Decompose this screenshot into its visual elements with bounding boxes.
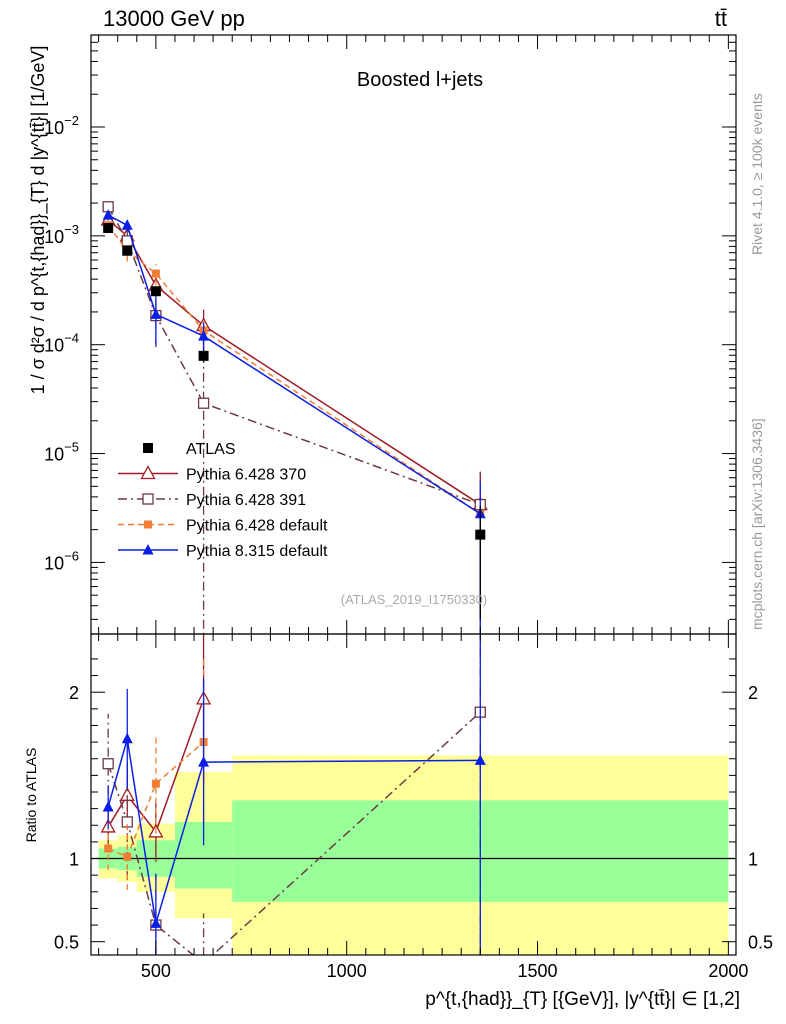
legend-label: Pythia 6.428 default — [186, 518, 328, 535]
main-data-point — [121, 219, 133, 230]
legend-item: Pythia 8.315 default — [118, 543, 328, 560]
main-data-point — [103, 223, 114, 234]
ratio-data-point — [150, 917, 162, 928]
main-data-point — [150, 308, 162, 319]
y-axis-label: 1 / σ d²σ / d p^{t,{had}}_{T} d |y^{tt̄}… — [28, 46, 49, 395]
x-tick-label: 1000 — [327, 961, 367, 981]
ratio-data-point — [199, 958, 209, 968]
ratio-series-line — [107, 741, 205, 858]
legend-marker — [140, 465, 156, 480]
legend: ATLAS Pythia 6.428 370 Pythia 6.428 391 Pyt… — [118, 441, 328, 560]
ratio-series-3 — [102, 634, 486, 955]
ratio-data-point — [198, 756, 210, 767]
legend-item: Pythia 6.428 391 — [118, 492, 306, 509]
y-tick-label: 10−3 — [44, 222, 79, 247]
ratio-y-tick-label: 0.5 — [54, 933, 79, 953]
watermark: (ATLAS_2019_I1750330) — [341, 592, 487, 607]
ratio-y-tick-label: 1 — [69, 850, 79, 870]
ratio-y-tick-label-right: 0.5 — [748, 933, 773, 953]
header-right: tt̄ — [715, 6, 727, 31]
ratio-y-tick-label-right: 2 — [748, 683, 758, 703]
x-axis-label: p^{t,{had}}_{T} [{GeV}], |y^{tt̄}| ∈ [1,… — [425, 989, 740, 1010]
main-series-line — [107, 206, 481, 506]
legend-marker — [142, 493, 154, 505]
ratio-data-point — [104, 844, 113, 853]
chart-title: Boosted l+jets — [357, 69, 483, 91]
legend-item: Pythia 6.428 default — [118, 518, 328, 535]
main-data-point — [198, 350, 209, 361]
y-tick-label: 10−6 — [44, 548, 79, 573]
ratio-y-tick-label: 2 — [69, 683, 79, 703]
mcplots-label: mcplots.cern.ch [arXiv:1306.3436] — [749, 418, 765, 630]
main-data-point — [151, 269, 160, 278]
ratio-panel — [91, 634, 736, 968]
legend-item: ATLAS — [143, 441, 236, 458]
main-data-point — [198, 330, 210, 341]
ratio-series-line — [107, 711, 481, 955]
header-left: 13000 GeV pp — [103, 6, 245, 31]
y-tick-label: 10−5 — [44, 440, 79, 465]
x-tick-label: 2000 — [708, 961, 748, 981]
ratio-data-point — [121, 732, 133, 744]
ratio-data-point — [151, 779, 160, 788]
main-series-line — [107, 224, 481, 515]
ratio-data-point — [102, 758, 114, 770]
main-data-point — [150, 286, 161, 297]
legend-label: Pythia 8.315 default — [186, 543, 328, 560]
legend-marker — [143, 443, 153, 453]
y-tick-label: 10−2 — [44, 113, 79, 138]
main-data-point — [122, 245, 133, 256]
legend-marker — [144, 520, 152, 529]
ratio-data-point — [102, 800, 114, 812]
ratio-data-point — [123, 852, 132, 861]
rivet-label: Rivet 4.1.0, ≥ 100k events — [749, 93, 765, 255]
legend-item: Pythia 6.428 370 — [118, 465, 306, 484]
legend-label: Pythia 6.428 370 — [186, 467, 306, 484]
legend-label: ATLAS — [186, 441, 236, 458]
x-tick-label: 500 — [141, 961, 171, 981]
main-data-point — [102, 209, 114, 220]
y-tick-label: 10−4 — [44, 331, 79, 356]
main-series-layer — [100, 198, 488, 634]
ratio-frame — [90, 633, 737, 956]
ratio-y-axis-label: Ratio to ATLAS — [23, 748, 39, 843]
x-tick-label: 1500 — [518, 961, 558, 981]
main-series-line — [107, 219, 481, 506]
ratio-series-line — [107, 698, 205, 834]
main-series-0 — [103, 223, 486, 620]
ratio-y-tick-label-right: 1 — [748, 850, 758, 870]
ratio-data-point — [474, 754, 486, 765]
legend-marker — [142, 544, 154, 555]
main-data-point — [475, 529, 486, 540]
legend-label: Pythia 6.428 391 — [186, 492, 306, 509]
main-data-point — [197, 397, 210, 409]
